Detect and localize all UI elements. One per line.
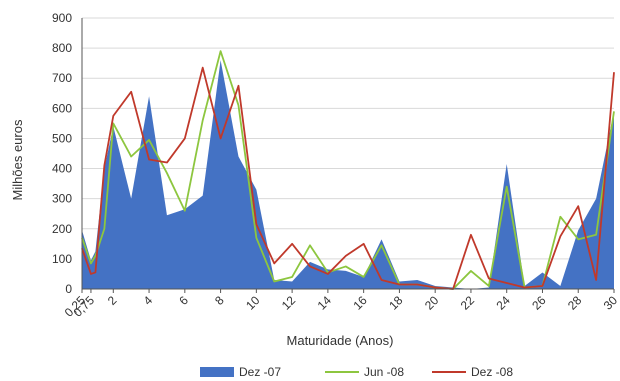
legend: Dez -07 Jun -08 Dez -08 [200, 365, 513, 379]
x-tick-label: 6 [176, 293, 191, 308]
series-line-jun-08 [81, 50, 615, 290]
x-tick-label: 4 [141, 293, 156, 308]
y-tick-label: 200 [52, 222, 72, 236]
y-tick-label: 800 [52, 41, 72, 55]
legend-item: Jun -08 [325, 365, 404, 379]
y-tick-label: 900 [52, 11, 72, 25]
x-tick-label: 24 [493, 293, 513, 313]
series-line-dez-08 [81, 66, 615, 290]
x-tick-label: 20 [422, 293, 442, 313]
legend-item: Dez -07 [200, 365, 281, 379]
legend-label: Dez -07 [239, 365, 281, 379]
x-tick-label: 22 [458, 293, 478, 313]
legend-label: Dez -08 [471, 365, 513, 379]
x-tick-label: 14 [315, 293, 335, 313]
y-tick-label: 700 [52, 71, 72, 85]
legend-label: Jun -08 [364, 365, 404, 379]
y-tick-label: 300 [52, 192, 72, 206]
x-tick-label: 26 [529, 293, 549, 313]
y-axis-ticks: 0 100 200 300 400 500 600 700 800 900 [52, 11, 72, 296]
x-axis-title: Maturidade (Anos) [287, 333, 394, 348]
x-tick-label: 30 [601, 293, 620, 313]
x-tick-label: 10 [243, 293, 263, 313]
y-tick-label: 100 [52, 252, 72, 266]
x-tick-label: 2 [105, 293, 120, 308]
y-tick-label: 600 [52, 101, 72, 115]
legend-swatch [200, 367, 234, 377]
x-tick-label: 28 [565, 293, 585, 313]
y-axis-title: Milhões euros [10, 119, 25, 200]
x-axis-ticks: 0,250,75 2 4 6 8 10 12 14 16 18 20 22 24 26 28 30 [62, 289, 620, 320]
x-tick-label: 18 [386, 293, 406, 313]
x-tick-label: 12 [279, 293, 299, 313]
x-tick-label: 16 [350, 293, 370, 313]
x-tick-label: 8 [212, 293, 227, 308]
y-tick-label: 400 [52, 162, 72, 176]
y-tick-label: 500 [52, 131, 72, 145]
legend-item: Dez -08 [432, 365, 513, 379]
series-layer [81, 50, 615, 290]
y-tick-label: 0 [65, 282, 72, 296]
